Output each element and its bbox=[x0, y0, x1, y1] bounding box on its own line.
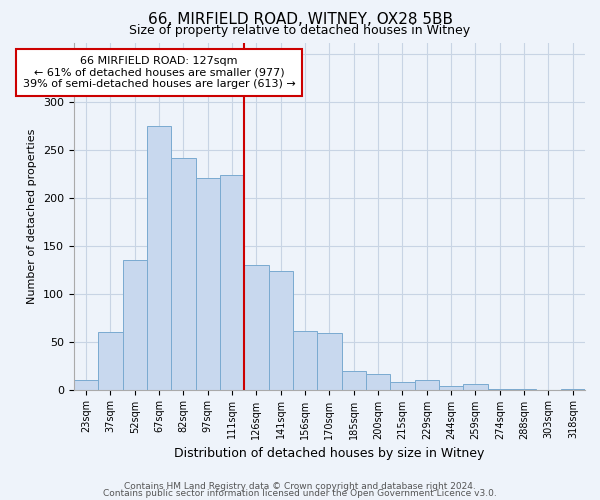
Bar bbox=[122, 260, 147, 390]
Bar bbox=[74, 380, 98, 390]
Bar bbox=[512, 388, 536, 390]
Text: 66 MIRFIELD ROAD: 127sqm
← 61% of detached houses are smaller (977)
39% of semi-: 66 MIRFIELD ROAD: 127sqm ← 61% of detach… bbox=[23, 56, 295, 89]
Bar bbox=[98, 332, 122, 390]
Bar bbox=[293, 331, 317, 390]
Bar bbox=[439, 386, 463, 390]
Bar bbox=[269, 270, 293, 390]
Bar bbox=[366, 374, 390, 390]
Text: Size of property relative to detached houses in Witney: Size of property relative to detached ho… bbox=[130, 24, 470, 37]
Bar bbox=[220, 175, 244, 390]
Bar bbox=[463, 384, 488, 390]
Text: Contains HM Land Registry data © Crown copyright and database right 2024.: Contains HM Land Registry data © Crown c… bbox=[124, 482, 476, 491]
Bar bbox=[560, 388, 585, 390]
Bar bbox=[196, 178, 220, 390]
Y-axis label: Number of detached properties: Number of detached properties bbox=[28, 128, 37, 304]
Bar bbox=[147, 126, 171, 390]
Bar bbox=[390, 382, 415, 390]
X-axis label: Distribution of detached houses by size in Witney: Distribution of detached houses by size … bbox=[174, 447, 485, 460]
Text: Contains public sector information licensed under the Open Government Licence v3: Contains public sector information licen… bbox=[103, 490, 497, 498]
Bar bbox=[244, 265, 269, 390]
Bar bbox=[317, 333, 341, 390]
Text: 66, MIRFIELD ROAD, WITNEY, OX28 5BB: 66, MIRFIELD ROAD, WITNEY, OX28 5BB bbox=[148, 12, 452, 28]
Bar bbox=[171, 158, 196, 390]
Bar bbox=[415, 380, 439, 390]
Bar bbox=[488, 388, 512, 390]
Bar bbox=[341, 372, 366, 390]
